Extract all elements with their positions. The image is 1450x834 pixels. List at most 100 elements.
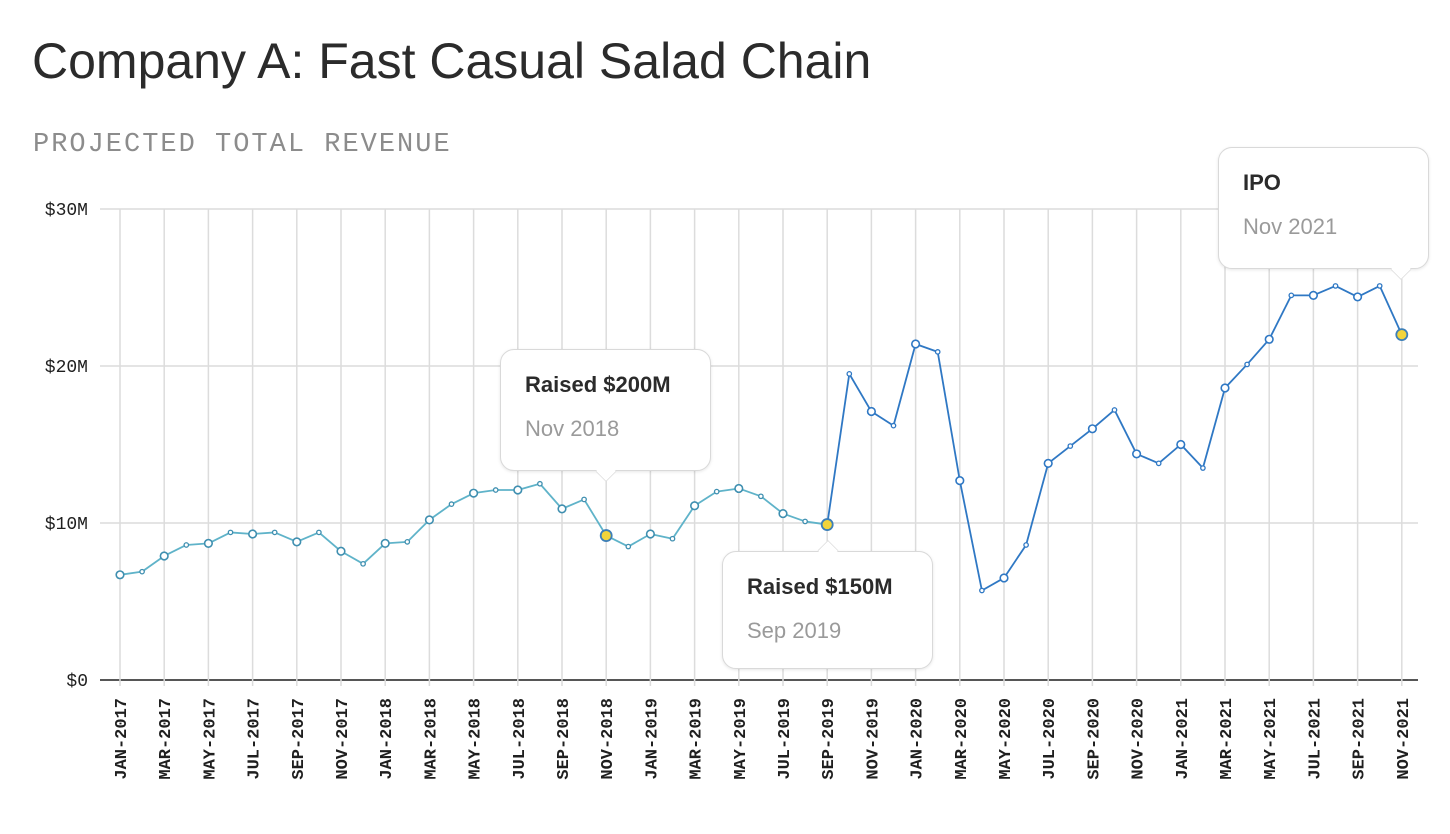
data-point: [1220, 383, 1230, 393]
data-point: [979, 587, 985, 594]
data-point: [866, 406, 877, 417]
data-point: [404, 538, 411, 545]
data-point: [1176, 439, 1186, 450]
x-tick-label: JAN-2020: [909, 698, 928, 780]
callout-date: Sep 2019: [747, 618, 842, 643]
data-point: [424, 515, 435, 525]
x-tick-label: NOV-2017: [334, 698, 353, 780]
data-point: [669, 535, 676, 542]
data-point: [1244, 361, 1250, 368]
x-tick-label: JAN-2019: [643, 698, 662, 780]
line-segment: [760, 495, 784, 515]
line-segment: [1180, 443, 1204, 469]
data-point: [492, 487, 499, 493]
line-segment: [583, 498, 607, 537]
data-point: [734, 483, 744, 494]
data-point: [159, 551, 169, 561]
data-point: [537, 480, 543, 487]
data-point: [802, 518, 808, 525]
x-axis-ticks: JAN-2017 MAR-2017 MAY-2017 JUL-2017 SEP-2017…: [113, 698, 1414, 780]
callout-raised-150m: Raised $150M Sep 2019: [722, 551, 933, 669]
data-point: [115, 570, 125, 580]
x-tick-label: NOV-2020: [1130, 698, 1149, 780]
data-point: [689, 501, 700, 511]
data-point: [1352, 292, 1363, 302]
data-point: [758, 493, 764, 500]
line-segment: [1091, 409, 1116, 430]
data-point: [513, 485, 523, 495]
data-point: [999, 573, 1009, 583]
data-point: [227, 529, 234, 536]
y-tick-label: $30M: [45, 201, 88, 221]
data-point: [645, 529, 656, 539]
grid-lines: [100, 208, 1418, 686]
data-point: [1155, 460, 1162, 467]
line-segment: [1003, 544, 1027, 579]
series-points: [115, 283, 1409, 594]
x-tick-label: NOV-2021: [1395, 698, 1414, 780]
x-tick-label: MAR-2017: [157, 698, 176, 780]
data-point: [778, 508, 788, 519]
x-tick-label: SEP-2019: [820, 698, 839, 780]
data-point: [336, 546, 346, 556]
highlight-point: [599, 529, 613, 542]
data-point: [271, 529, 278, 536]
data-point: [1023, 542, 1029, 548]
y-tick-label: $10M: [45, 515, 88, 535]
data-point: [1200, 465, 1206, 471]
y-tick-label: $0: [66, 672, 88, 692]
data-point: [1376, 283, 1383, 289]
chart-title: Company A: Fast Casual Salad Chain: [32, 33, 872, 89]
line-segment: [936, 351, 961, 481]
data-point: [557, 504, 567, 514]
data-point: [581, 496, 587, 503]
x-tick-label: MAR-2018: [422, 698, 441, 780]
line-segment: [1025, 463, 1050, 546]
x-tick-label: JUL-2020: [1041, 698, 1060, 780]
line-segment: [539, 483, 563, 510]
line-segment: [958, 480, 983, 591]
data-point: [203, 538, 213, 549]
data-point: [1111, 407, 1118, 413]
line-segment: [1378, 285, 1403, 335]
x-tick-label: MAR-2021: [1218, 698, 1237, 780]
x-tick-label: SEP-2017: [290, 698, 309, 780]
line-segment: [1246, 338, 1270, 366]
x-tick-label: NOV-2019: [864, 698, 883, 780]
data-point: [934, 349, 941, 355]
line-segment: [1202, 387, 1226, 469]
callout-title: Raised $150M: [747, 574, 893, 599]
x-tick-label: JAN-2018: [378, 698, 397, 780]
callout-title: IPO: [1243, 170, 1281, 195]
line-segment: [826, 373, 851, 525]
x-tick-label: JUL-2018: [511, 698, 530, 780]
line-segment: [1047, 445, 1071, 465]
line-segment: [362, 542, 386, 565]
x-tick-label: MAY-2020: [997, 698, 1016, 780]
data-point: [1067, 443, 1074, 449]
data-point: [469, 488, 479, 498]
data-point: [625, 543, 632, 550]
callout-raised-200m: Raised $200M Nov 2018: [500, 349, 711, 471]
data-point: [1087, 424, 1097, 434]
data-point: [248, 529, 258, 539]
callout-ipo: IPO Nov 2021: [1218, 147, 1429, 269]
data-point: [183, 542, 190, 548]
data-point: [890, 422, 897, 429]
data-point: [139, 568, 145, 575]
x-tick-label: MAY-2018: [467, 698, 486, 780]
data-point: [1332, 283, 1339, 289]
line-segment: [318, 531, 342, 552]
x-tick-label: MAY-2021: [1262, 698, 1281, 780]
x-tick-label: JUL-2019: [776, 698, 795, 780]
x-tick-label: MAY-2017: [201, 698, 220, 780]
line-segment: [1224, 363, 1248, 389]
callout-title: Raised $200M: [525, 372, 671, 397]
x-tick-label: NOV-2018: [599, 698, 618, 780]
y-axis-ticks: $0 $10M $20M $30M: [45, 201, 88, 692]
callout-date: Nov 2018: [525, 416, 620, 441]
highlight-point: [1395, 328, 1409, 342]
line-segment: [892, 343, 917, 426]
data-point: [1308, 290, 1318, 300]
data-point: [1288, 292, 1295, 299]
